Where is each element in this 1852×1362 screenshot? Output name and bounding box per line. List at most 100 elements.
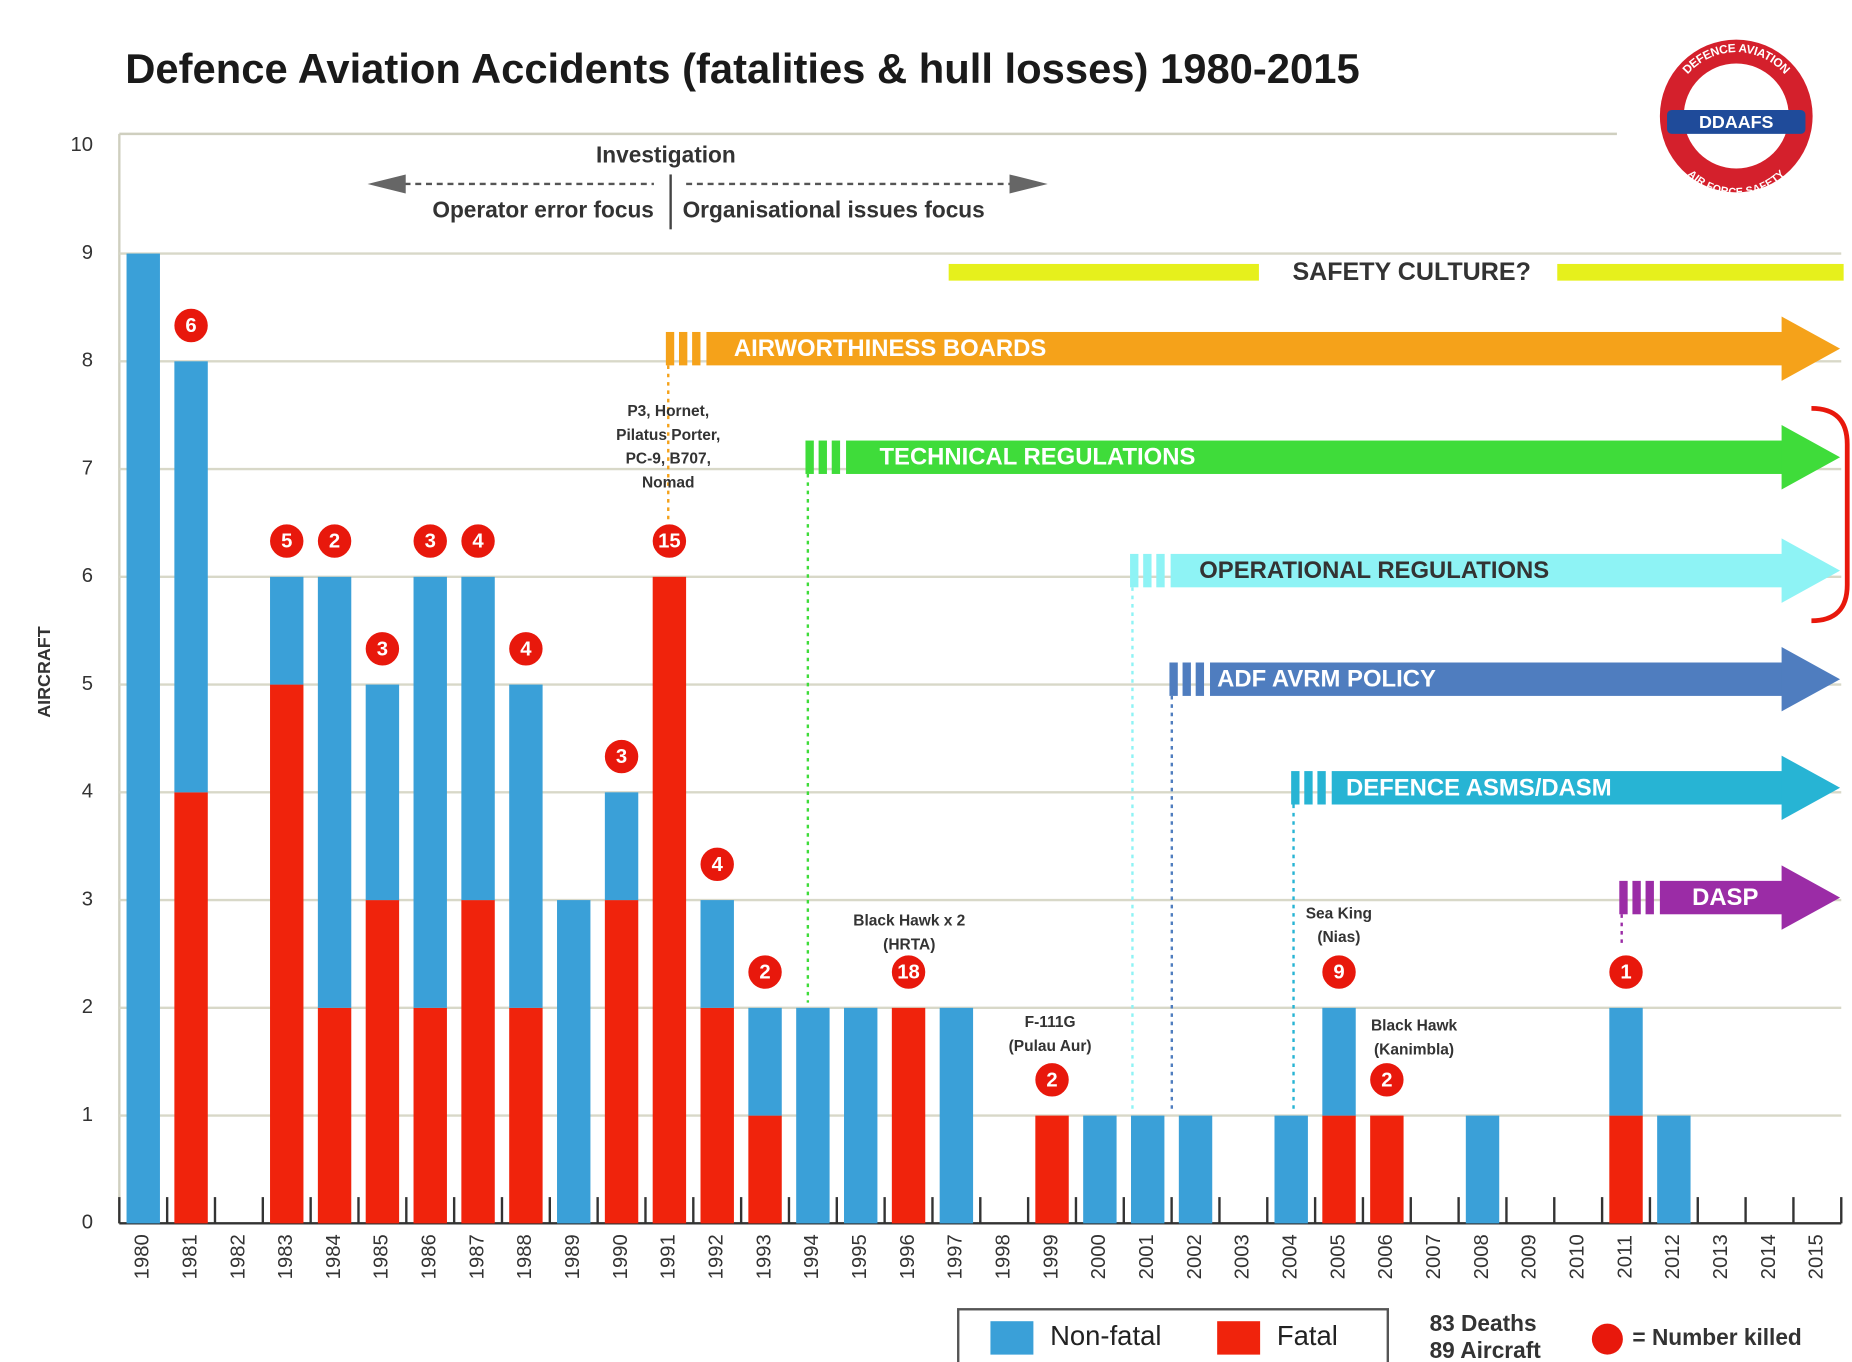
y-tick-label: 5 <box>82 673 93 695</box>
initiative-stripe <box>1304 771 1313 805</box>
legend-label: Non-fatal <box>1050 1320 1161 1351</box>
initiative-stripe <box>1317 771 1326 805</box>
annotation: PC-9, B707, <box>626 451 711 468</box>
summary: 83 Deaths <box>1430 1310 1537 1336</box>
killed-label: 3 <box>616 746 627 768</box>
bar-segment <box>413 576 447 1008</box>
summary: 89 Aircraft <box>1430 1337 1542 1362</box>
y-tick-label: 2 <box>82 996 93 1018</box>
x-tick-label: 1996 <box>897 1234 919 1279</box>
x-tick-label: 1991 <box>658 1234 680 1279</box>
initiative-stripe <box>805 440 814 474</box>
killed-marker <box>1032 1060 1072 1099</box>
initiative-label: AIRWORTHINESS BOARDS <box>734 335 1046 362</box>
killed-label: 4 <box>472 531 484 553</box>
y-tick-label: 10 <box>71 134 94 156</box>
logo-band <box>1667 110 1806 134</box>
initiative-head <box>1781 646 1841 712</box>
killed-marker <box>745 952 785 992</box>
killed-label: 1 <box>1620 962 1631 984</box>
bar-segment <box>1322 1115 1356 1224</box>
x-tick-label: 1982 <box>227 1234 249 1279</box>
x-tick-label: 1988 <box>514 1234 536 1279</box>
killed-marker <box>315 521 354 561</box>
initiatives-layer: AIRWORTHINESS BOARDS TECHNICAL REGULATION… <box>665 316 1841 1110</box>
bar-segment <box>174 792 208 1224</box>
initiative-stripe <box>665 331 675 366</box>
killed-marker <box>171 306 211 345</box>
y-axis-label: AIRCRAFT <box>34 626 54 717</box>
initiative-stripe <box>831 440 841 474</box>
x-tick-label: 1986 <box>419 1234 441 1279</box>
bar-segment <box>174 361 208 793</box>
bar-segment <box>126 253 160 1224</box>
x-tick-label: 2004 <box>1280 1234 1302 1279</box>
y-tick-label: 9 <box>82 242 93 264</box>
killed-marker <box>506 629 545 668</box>
bar-segment <box>557 900 591 1224</box>
killed-label: 2 <box>759 962 770 984</box>
x-tick-label: 1985 <box>371 1234 393 1279</box>
x-tick-label: 2010 <box>1567 1234 1589 1279</box>
y-tick-label: 4 <box>82 781 93 803</box>
initiative-body <box>1210 662 1784 696</box>
x-tick-label: 1987 <box>466 1234 488 1279</box>
bar-segment <box>700 900 734 1008</box>
x-tick-label: 2012 <box>1662 1234 1684 1279</box>
bar-segment <box>270 576 304 685</box>
bar-segment <box>317 1007 352 1224</box>
labels-layer: P3, Hornet, Pilatus Porter, PC-9, B707, Nom… <box>132 306 1828 1362</box>
y-tick-label: 1 <box>82 1104 93 1126</box>
bar-segment <box>1083 1115 1117 1224</box>
arrow-head <box>1009 174 1048 194</box>
y-tick-label: 0 <box>82 1212 93 1234</box>
legend-label: Fatal <box>1277 1320 1338 1351</box>
killed-label: 4 <box>520 638 532 660</box>
x-tick-label: 1992 <box>706 1234 728 1279</box>
initiative-stripe <box>1632 880 1641 915</box>
bar-segment <box>1274 1115 1308 1224</box>
initiative-body <box>1170 553 1784 588</box>
legend-swatch <box>1217 1321 1261 1355</box>
bars-layer <box>126 253 1691 1224</box>
x-tick-label: 2005 <box>1327 1234 1349 1279</box>
x-tick-label: 2015 <box>1806 1234 1828 1279</box>
killed-label: 6 <box>185 315 196 337</box>
annotation: Sea King <box>1306 905 1372 922</box>
killed-marker <box>458 521 498 561</box>
x-tick-label: 2011 <box>1614 1235 1636 1279</box>
bar-segment <box>604 792 639 901</box>
initiative-label: DASP <box>1692 884 1758 911</box>
killed-label: 4 <box>712 854 724 876</box>
x-tick-label: 2009 <box>1519 1234 1541 1279</box>
bar-segment <box>844 1007 878 1224</box>
killed-marker <box>698 845 737 884</box>
annotation: (Kanimbla) <box>1374 1041 1454 1058</box>
killed-label: 3 <box>377 638 388 660</box>
x-tick-label: 1997 <box>945 1234 967 1279</box>
bar-segment <box>1178 1115 1213 1224</box>
bar-segment <box>509 684 543 1008</box>
initiative-head <box>1781 538 1841 603</box>
bar-segment <box>1609 1007 1643 1116</box>
bar-segment <box>1465 1115 1500 1224</box>
bar-segment <box>796 1007 830 1224</box>
annotation: (Pulau Aur) <box>1009 1038 1092 1055</box>
investigation-title: Investigation <box>596 142 736 168</box>
annotation: Black Hawk x 2 <box>853 913 965 930</box>
x-tick-label: 2007 <box>1423 1234 1445 1279</box>
bar-segment <box>652 576 687 1224</box>
bar-segment <box>1370 1115 1404 1224</box>
killed-label: 18 <box>897 962 920 984</box>
initiative-head <box>1781 865 1841 930</box>
initiative-body <box>1659 880 1784 915</box>
initiative-stripe <box>1619 880 1628 915</box>
x-tick-label: 2013 <box>1710 1234 1732 1279</box>
initiative-head <box>1781 316 1841 381</box>
bar-segment <box>365 684 400 901</box>
killed-label: 2 <box>1381 1069 1392 1091</box>
bar-segment <box>509 1007 543 1224</box>
annotation: Nomad <box>642 475 695 492</box>
x-tick-label: 1980 <box>132 1234 154 1279</box>
y-tick-label: 8 <box>82 350 93 372</box>
